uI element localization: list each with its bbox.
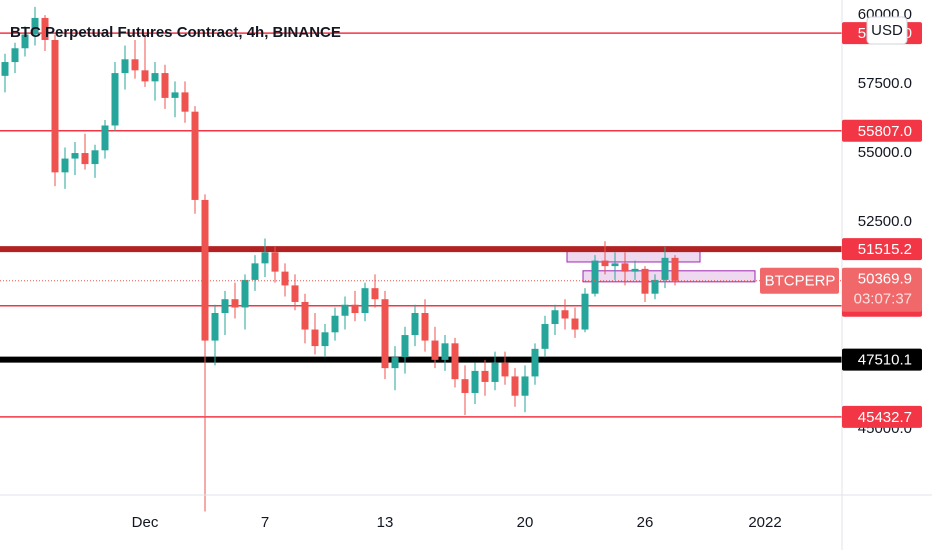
level-price-box xyxy=(842,348,922,371)
candle-body xyxy=(611,263,619,267)
candle-body xyxy=(81,153,89,165)
candle-body xyxy=(541,324,549,349)
candle-body xyxy=(291,285,299,302)
x-tick-label: 7 xyxy=(261,514,269,531)
level-price-label: 45432.7 xyxy=(858,409,912,426)
candle-body xyxy=(621,263,629,272)
x-tick-label: 2022 xyxy=(748,514,781,531)
candle-body xyxy=(211,312,219,341)
candle-body xyxy=(631,268,639,272)
y-tick-label: 55000.0 xyxy=(858,144,912,161)
level-price-label: 47510.1 xyxy=(858,352,912,369)
candle-body xyxy=(101,125,109,151)
candle-body xyxy=(411,312,419,336)
level-price-box xyxy=(842,119,922,142)
candle-body xyxy=(421,312,429,341)
countdown: 03:07:37 xyxy=(854,291,912,308)
y-tick-label: 52500.0 xyxy=(858,213,912,230)
candle-body xyxy=(571,318,579,330)
candle-body xyxy=(361,288,369,313)
candle-body xyxy=(21,34,29,49)
candle-body xyxy=(551,310,559,325)
candle-body xyxy=(221,299,229,313)
candle-body xyxy=(181,92,189,112)
candle-body xyxy=(311,329,319,347)
x-tick-label: 26 xyxy=(637,514,654,531)
overlay: 45000.047500.050000.052500.055000.057500… xyxy=(10,6,922,531)
candle-body xyxy=(41,17,49,40)
candle-body xyxy=(281,271,289,286)
candle-body xyxy=(401,335,409,358)
candle-body xyxy=(591,260,599,294)
candle-body xyxy=(451,343,459,380)
candle-body xyxy=(491,362,499,382)
level-price-box xyxy=(842,238,922,261)
candle-body xyxy=(601,260,609,267)
candle-body xyxy=(441,343,449,360)
candle-body xyxy=(431,340,439,360)
candle-body xyxy=(471,370,479,393)
candle-body xyxy=(1,62,9,76)
candle-body xyxy=(91,150,99,165)
candle-body xyxy=(341,304,349,316)
candle-body xyxy=(171,92,179,98)
candle-body xyxy=(191,111,199,200)
candle-body xyxy=(561,310,569,319)
candle-body xyxy=(501,362,509,377)
candle-body xyxy=(51,39,59,173)
candle-body xyxy=(321,332,329,347)
last-price-box xyxy=(842,267,922,312)
x-tick-label: 20 xyxy=(517,514,534,531)
candle-body xyxy=(661,257,669,280)
chart-title: BTC Perpetual Futures Contract, 4h, BINA… xyxy=(10,24,341,41)
candle-body xyxy=(671,257,679,281)
candle-body xyxy=(331,315,339,333)
x-tick-label: Dec xyxy=(132,514,159,531)
candle-body xyxy=(511,376,519,396)
candle-body xyxy=(141,70,149,82)
candle-body xyxy=(301,301,309,330)
x-tick-label: 13 xyxy=(377,514,394,531)
candle-body xyxy=(241,279,249,308)
candle-body xyxy=(11,48,19,63)
candle-body xyxy=(61,158,69,173)
symbol-box xyxy=(760,267,839,294)
candle-body xyxy=(71,153,79,159)
candle-body xyxy=(581,293,589,330)
candle-body xyxy=(651,279,659,294)
candle-body xyxy=(381,299,389,369)
level-price-label: 55807.0 xyxy=(858,123,912,140)
candle-body xyxy=(251,263,259,280)
currency-label[interactable]: USD xyxy=(871,22,903,39)
candle-body xyxy=(371,288,379,300)
candle-body xyxy=(641,268,649,294)
candle-body xyxy=(391,357,399,369)
candle-body xyxy=(231,299,239,308)
candle-body xyxy=(521,376,529,396)
currency-box[interactable] xyxy=(866,16,908,45)
candle-body xyxy=(111,73,119,126)
symbol-label: BTCPERP xyxy=(765,273,836,290)
candle-body xyxy=(161,73,169,98)
candle-body xyxy=(31,17,39,35)
candle-body xyxy=(531,348,539,377)
zone xyxy=(582,270,756,283)
level-price-box xyxy=(842,405,922,428)
candle-body xyxy=(481,370,489,382)
candle-body xyxy=(131,59,139,71)
candle-body xyxy=(461,379,469,393)
candle-body xyxy=(271,252,279,272)
candle-body xyxy=(261,252,269,264)
candle-body xyxy=(351,304,359,313)
candle-body xyxy=(151,73,159,82)
level-price-label: 51515.2 xyxy=(858,241,912,258)
plot-area xyxy=(0,6,842,512)
candle-body xyxy=(121,59,129,74)
y-tick-label: 57500.0 xyxy=(858,75,912,92)
candle-body xyxy=(201,199,209,341)
last-price-label: 50369.9 xyxy=(858,271,912,288)
